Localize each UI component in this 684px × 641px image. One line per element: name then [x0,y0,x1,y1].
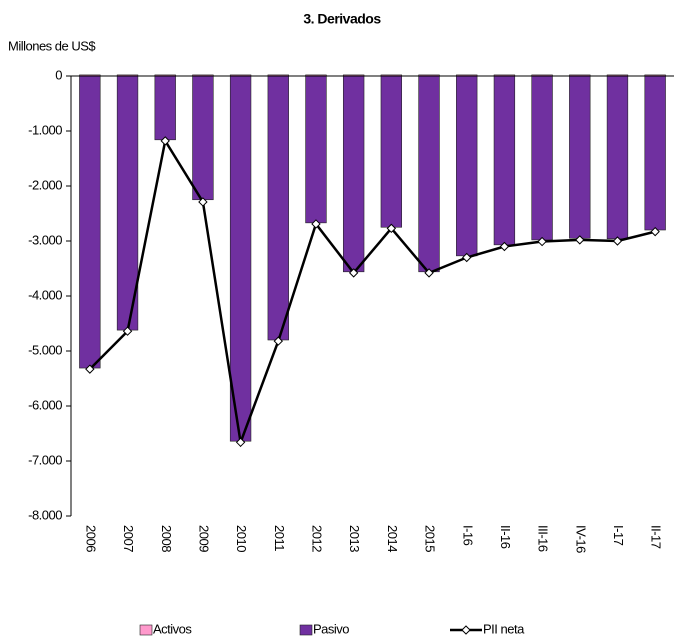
legend-label: Activos [153,621,192,636]
bar [267,75,289,341]
x-tick-label: 2013 [347,525,362,552]
line-marker [122,326,133,336]
y-tick-label: -3.000 [28,232,62,247]
line-marker [537,236,547,247]
bar [531,75,553,241]
line-marker [424,268,434,278]
bar [606,75,629,240]
line-marker [650,226,660,237]
line-marker [462,252,472,263]
legend-swatch [299,624,313,636]
x-tick-label: 2008 [159,525,174,552]
y-tick-label: 0 [55,67,62,82]
y-axis-label: Millones de US$ [8,38,96,53]
x-tick-label: 2006 [83,525,98,552]
x-tick-label: II-16 [498,525,513,549]
y-tick-label: -6.000 [28,397,62,412]
x-tick-label: 2014 [385,525,400,552]
line-marker [575,235,585,245]
x-tick-label: 2012 [310,525,325,552]
y-tick-label: -1.000 [28,122,62,137]
line-marker [311,219,321,229]
line-marker [612,236,623,246]
bar [342,75,365,273]
x-tick-label: II-17 [649,525,664,549]
y-tick-label: -5.000 [28,342,62,357]
bar [380,75,403,228]
bar [305,75,327,224]
bar [493,75,516,246]
x-tick-label: I-16 [460,525,475,546]
bar [79,75,101,369]
bar [418,75,440,273]
y-tick-label: -8.000 [28,507,62,522]
y-tick-label: -7.000 [28,452,62,467]
x-tick-label: 2011 [272,525,287,551]
line [88,137,656,448]
bar [229,75,252,442]
y-tick-label: -2.000 [28,177,62,192]
line-marker [235,437,246,448]
x-tick-label: 2010 [234,525,249,552]
x-tick-label: I-17 [611,525,626,546]
bar [456,75,478,257]
line-marker [85,364,95,374]
legend-marker [461,625,471,635]
x-tick-label: 2007 [121,525,136,552]
bar [644,75,666,231]
bar [154,75,176,141]
legend-label: Pasivo [313,621,349,636]
x-tick-label: III-16 [536,525,551,552]
line-marker [273,336,283,346]
bar [569,75,591,239]
x-tick-label: 2009 [196,525,211,552]
bar [192,75,214,201]
line-marker [198,197,208,207]
line-marker [160,136,170,146]
chart-title: 3. Derivados [303,11,381,27]
y-tick-label: -4.000 [28,287,62,302]
line-marker [499,241,510,252]
line-marker [386,223,397,234]
line-marker [348,268,359,278]
x-tick-label: 2015 [423,525,438,552]
x-tick-label: IV-16 [573,525,588,553]
legend-swatch [139,624,153,636]
legend-label: PII neta [483,621,525,636]
